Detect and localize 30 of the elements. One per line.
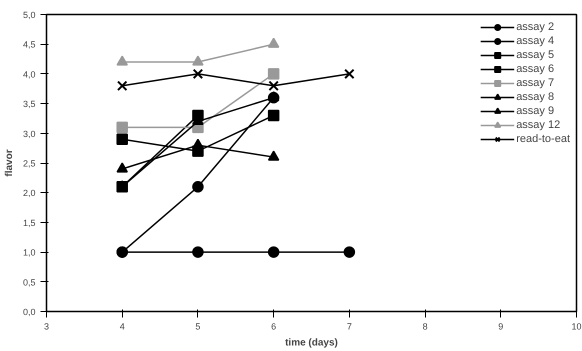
legend-label: read-to-eat (516, 132, 570, 146)
legend-label: assay 12 (516, 118, 560, 132)
y-tick-label: 2,0 (22, 188, 36, 198)
x-tick-label: 7 (346, 322, 352, 332)
x-tick-label: 4 (120, 322, 125, 332)
y-tick-label: 5,0 (22, 10, 36, 20)
x-tick-label: 9 (498, 322, 504, 332)
y-axis-title: flavor (4, 149, 15, 177)
y-tick-label: 1,5 (22, 218, 36, 228)
y-tick-label: 3,0 (22, 128, 36, 139)
x-axis-title: time (days) (285, 338, 338, 348)
y-tick-label: 1,0 (22, 248, 36, 258)
x-tick-label: 10 (571, 322, 582, 332)
y-tick-label: 0,0 (22, 307, 36, 317)
x-tick-label: 3 (44, 322, 50, 332)
y-tick-label: 4,0 (22, 69, 36, 80)
x-tick-label: 5 (195, 322, 200, 332)
x-tick-label: 6 (271, 322, 276, 332)
x-tick-label: 8 (422, 322, 428, 332)
legend-label: assay 7 (516, 76, 554, 90)
legend-label: assay 9 (516, 104, 554, 118)
legend-label: assay 6 (516, 62, 554, 76)
y-tick-label: 0,5 (22, 277, 36, 288)
legend-label: assay 5 (516, 48, 554, 62)
y-tick-label: 4,5 (22, 40, 36, 50)
legend-label: assay 4 (516, 34, 554, 48)
y-tick-label: 2,5 (22, 158, 36, 168)
legend-label: assay 2 (516, 20, 554, 34)
y-tick-label: 3,5 (22, 99, 36, 110)
legend-label: assay 8 (516, 90, 554, 104)
